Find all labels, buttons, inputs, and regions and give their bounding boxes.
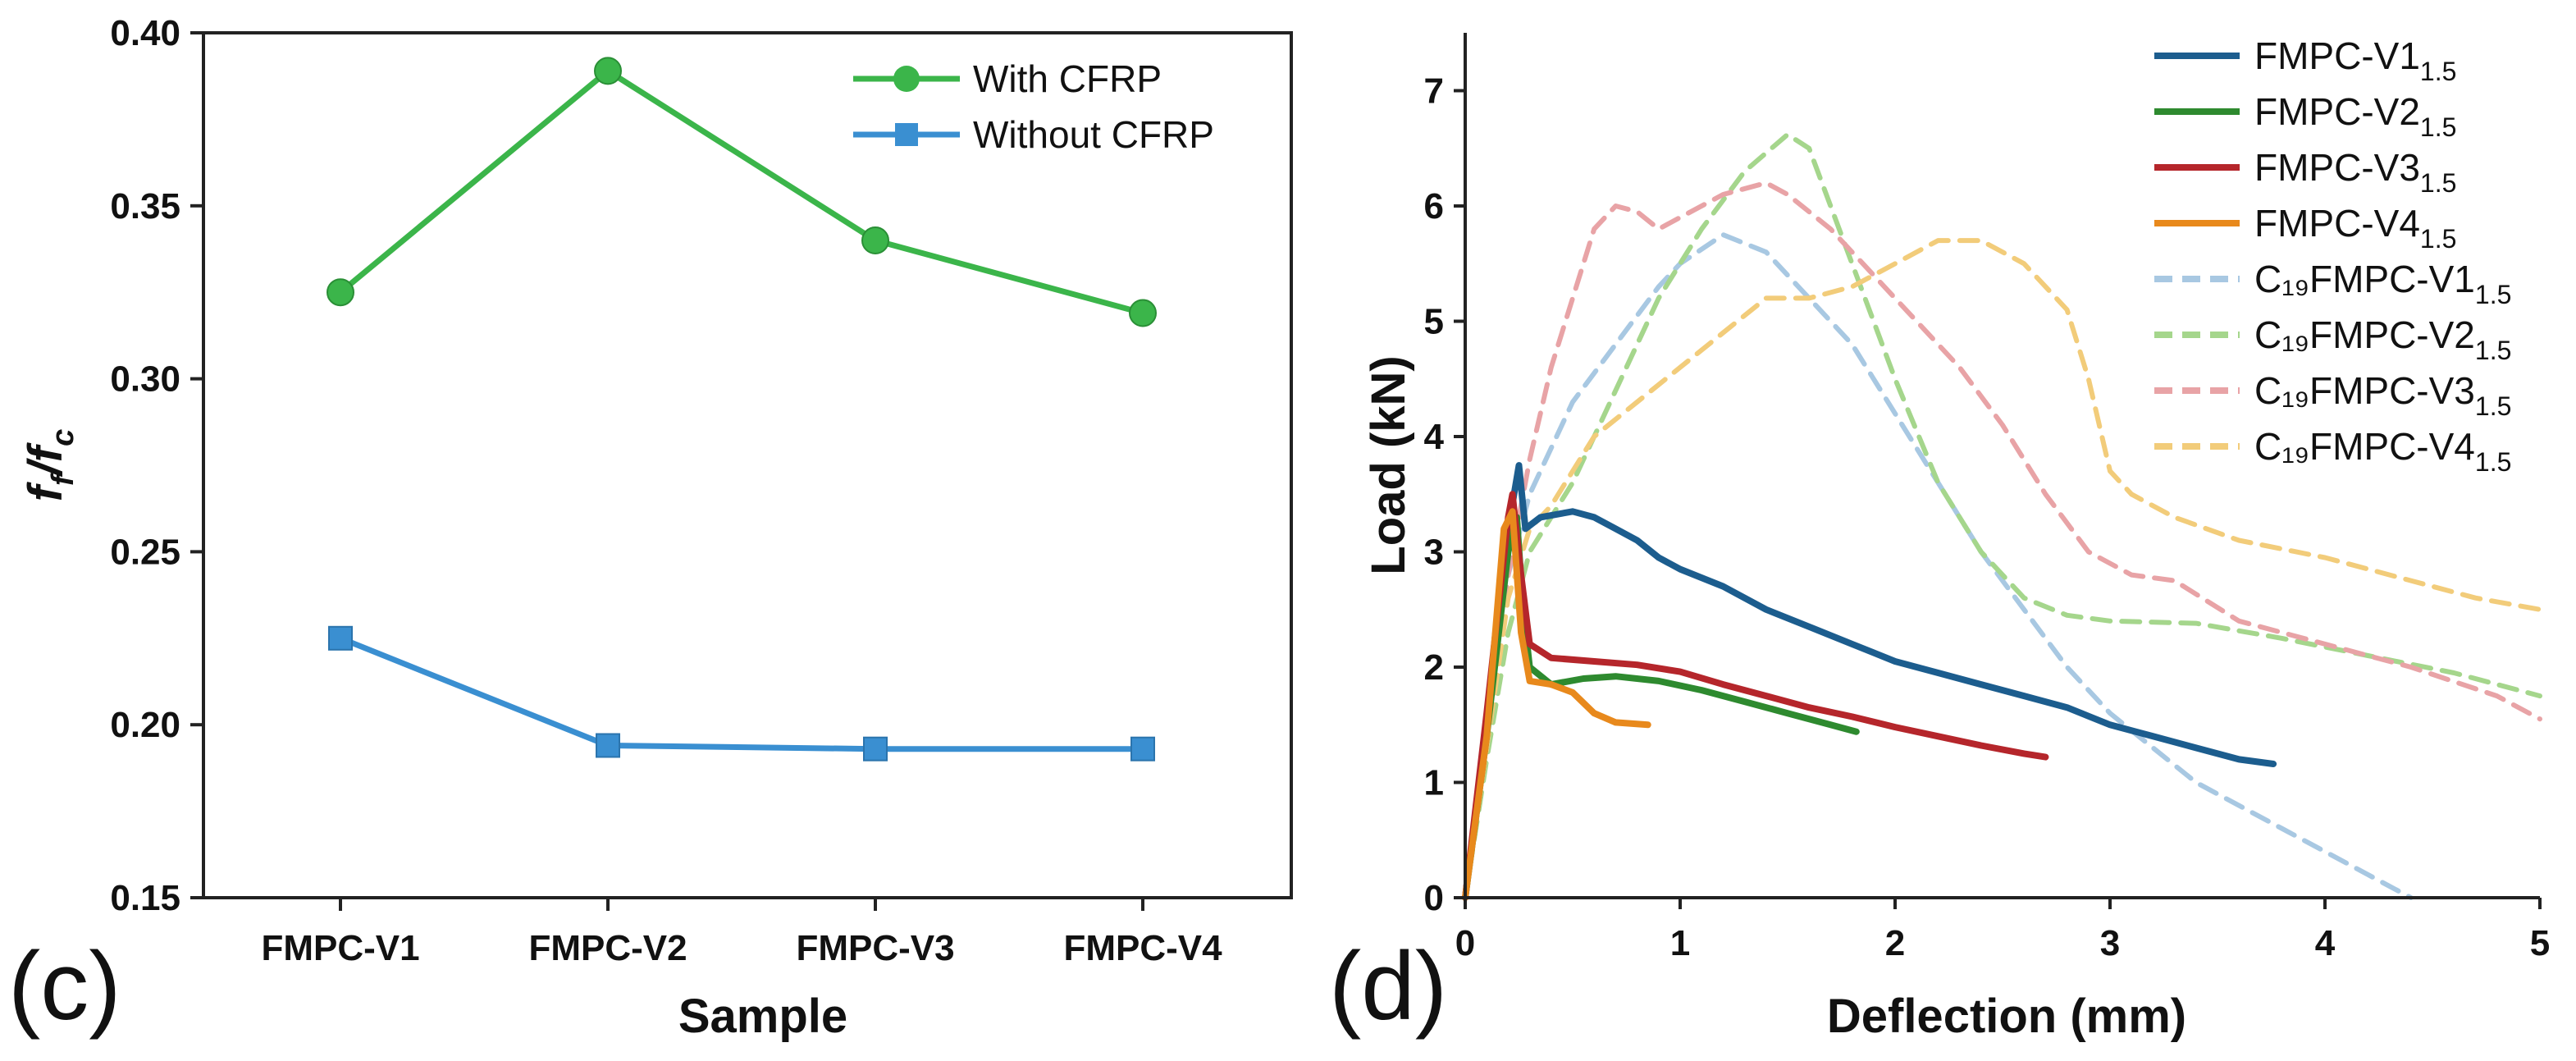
panel-c-x-tick-label: FMPC-V2 <box>528 928 687 968</box>
panel-c-series-line <box>339 635 1143 752</box>
panel-c-legend-label: Without CFRP <box>973 113 1214 156</box>
panel-c-data-point <box>863 736 888 761</box>
panel-d-legend-label: FMPC-V41.5 <box>2254 202 2456 254</box>
panel-c-y-tick-label: 0.15 <box>110 878 180 918</box>
panel-d-legend-label: C₁₉FMPC-V31.5 <box>2254 369 2511 421</box>
panel-c-legend-marker <box>893 66 920 92</box>
panel-c-legend-marker <box>895 123 918 146</box>
panel-d-legend-label: FMPC-V21.5 <box>2254 90 2456 142</box>
panel-c-data-point <box>861 226 889 254</box>
panel-d-series-7-line <box>1463 180 2542 900</box>
panel-d-legend-label: FMPC-V31.5 <box>2254 146 2456 198</box>
panel-d-legend: FMPC-V11.5FMPC-V21.5FMPC-V31.5FMPC-V41.5… <box>2154 34 2511 477</box>
panel-d-chart: 0 1 2 3 4 5 6 7 0 1 2 3 4 5 Load (kN) Deflection (mm… <box>1329 33 2550 1043</box>
panel-d-y-tick-label: 5 <box>1424 302 1444 342</box>
panel-d-x-tick-label: 4 <box>2315 923 2336 963</box>
panel-d-y-tick-label: 3 <box>1424 533 1444 573</box>
panel-d-y-tick-label: 1 <box>1424 763 1444 803</box>
panel-d-x-axis-label: Deflection (mm) <box>1827 990 2186 1043</box>
panel-c-data-point <box>328 625 353 651</box>
panel-d-y-tick-label: 6 <box>1424 186 1444 226</box>
panel-c-data-point <box>596 733 620 758</box>
panel-c-data-point <box>1129 299 1157 327</box>
panel-c-data-point <box>327 278 354 307</box>
panel-c-data-point <box>1130 736 1155 761</box>
panel-d-series-4-line <box>1462 508 1651 901</box>
panel-d-series-1-line <box>1462 462 2277 901</box>
panel-d-y-tick-label: 4 <box>1424 417 1445 457</box>
panel-d-series-8-line <box>1463 238 2542 900</box>
panel-c-chart: 0.15 0.20 0.25 0.30 0.35 0.40 FMPC-V1 FMPC-V2 F… <box>8 13 1293 1043</box>
panel-d-x-tick-label: 5 <box>2530 923 2550 963</box>
panel-c-plot-frame <box>202 31 1293 899</box>
panel-c-y-tick-label: 0.25 <box>110 532 180 572</box>
panel-d-y-tick-label: 7 <box>1424 71 1444 112</box>
panel-d-label: (d) <box>1329 932 1447 1040</box>
panel-c-legend-label: With CFRP <box>973 57 1162 100</box>
panel-c-y-axis-label: ff/fc <box>19 429 80 502</box>
panel-d-legend-label: FMPC-V11.5 <box>2254 34 2456 86</box>
panel-d-series-3-line <box>1462 491 2049 901</box>
panel-d-x-tick-label: 1 <box>1670 923 1690 963</box>
panel-c-legend: With CFRP Without CFRP <box>853 57 1214 156</box>
panel-c-y-tick-label: 0.40 <box>110 13 180 53</box>
panel-c-series-line <box>338 67 1144 316</box>
panel-c-x-axis-label: Sample <box>678 990 847 1043</box>
panel-c-x-tick-label: FMPC-V3 <box>796 928 954 968</box>
panel-c-y-tick-label: 0.30 <box>110 359 180 400</box>
panel-d-legend-label: C₁₉FMPC-V11.5 <box>2254 258 2511 309</box>
panel-c-x-tick-label: FMPC-V4 <box>1063 928 1222 968</box>
panel-c-data-point <box>594 57 622 85</box>
panel-d-y-tick-label: 0 <box>1424 878 1444 918</box>
panel-d-series-2-line <box>1462 514 1860 901</box>
panel-d-series-6-line <box>1463 131 2542 900</box>
panel-c-y-tick-label: 0.20 <box>110 705 180 745</box>
panel-d-y-tick-label: 2 <box>1424 647 1444 688</box>
panel-c-label: (c) <box>8 932 121 1040</box>
panel-c-series-1 <box>327 57 1157 327</box>
svg-text:ff/fc: ff/fc <box>19 429 80 502</box>
panel-c-x-tick-label: FMPC-V1 <box>261 928 419 968</box>
panel-d-x-tick-label: 0 <box>1455 923 1475 963</box>
panel-d-y-axis-label: Load (kN) <box>1362 355 1415 574</box>
panel-d-series-5-line <box>1463 232 2414 900</box>
panel-d-x-tick-label: 3 <box>2100 923 2120 963</box>
panel-c-series-2 <box>328 625 1155 761</box>
panel-d-legend-label: C₁₉FMPC-V41.5 <box>2254 425 2511 477</box>
panel-d-x-tick-label: 2 <box>1885 923 1905 963</box>
panel-c-y-tick-label: 0.35 <box>110 186 180 226</box>
panel-d-legend-label: C₁₉FMPC-V21.5 <box>2254 313 2511 365</box>
